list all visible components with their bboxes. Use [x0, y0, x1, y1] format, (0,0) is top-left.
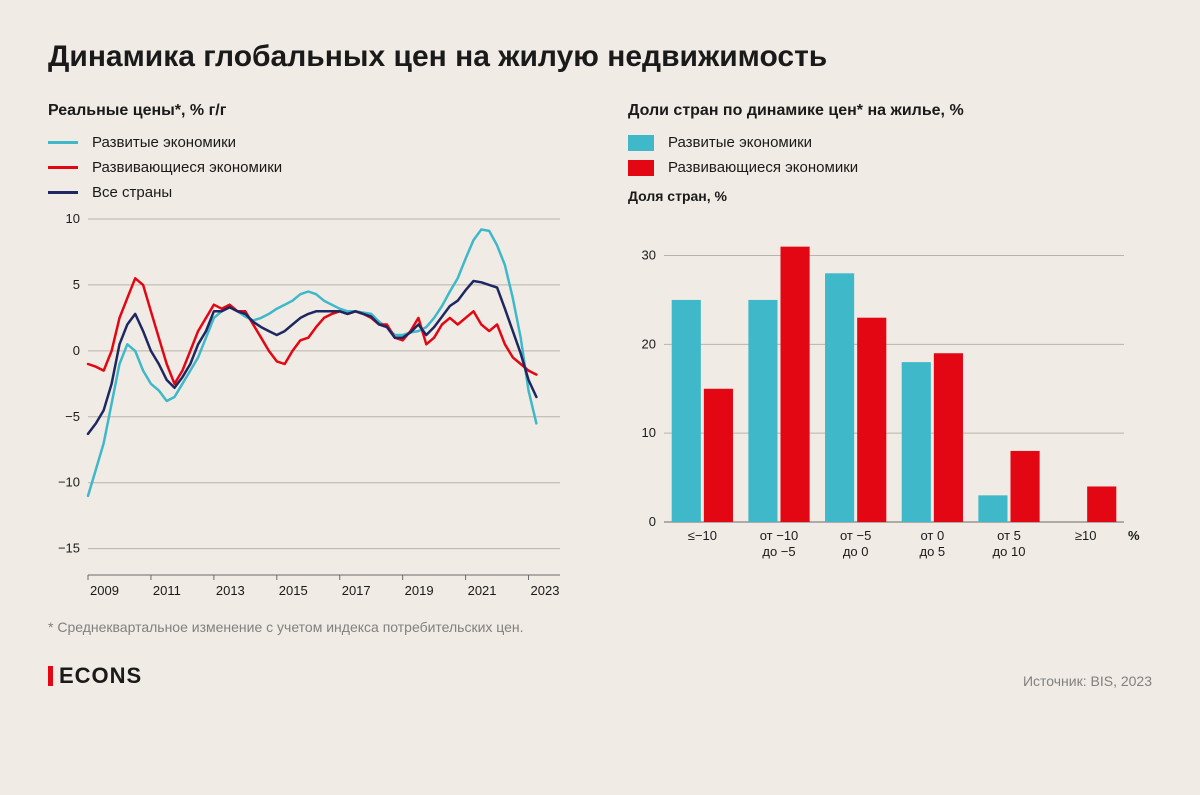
svg-text:2011: 2011: [153, 583, 181, 598]
legend-swatch: [48, 141, 78, 144]
svg-text:до 5: до 5: [919, 544, 945, 559]
logo-text: ECONS: [59, 663, 142, 689]
legend-label: Развитые экономики: [92, 134, 236, 151]
svg-text:20: 20: [642, 336, 656, 351]
svg-text:2009: 2009: [90, 583, 119, 598]
bar-chart: 0 10 20 30 ≤−10 от −10до −5 от −5до 0 от 0до 5 о…: [628, 210, 1148, 570]
svg-text:2013: 2013: [216, 583, 245, 598]
svg-text:10: 10: [66, 213, 80, 226]
legend-swatch: [48, 191, 78, 194]
charts-row: Реальные цены*, % г/г Развитые экономики…: [48, 102, 1152, 603]
svg-text:≥10: ≥10: [1075, 528, 1097, 543]
footnote: * Среднеквартальное изменение с учетом и…: [48, 619, 1152, 635]
legend-label: Развивающиеся экономики: [668, 159, 858, 176]
svg-text:2019: 2019: [405, 583, 434, 598]
legend-item: Развитые экономики: [48, 134, 572, 151]
logo: ECONS: [48, 663, 142, 689]
svg-text:0: 0: [649, 514, 656, 529]
legend-item: Развивающиеся экономики: [628, 159, 1152, 176]
line-chart: −15 −10 −5 0 5 10 2009 2011 2013 2015 2017 2019 2021…: [48, 213, 568, 603]
legend-swatch: [48, 166, 78, 169]
svg-text:30: 30: [642, 248, 656, 263]
legend-item: Развивающиеся экономики: [48, 159, 572, 176]
svg-text:от −10: от −10: [760, 528, 799, 543]
svg-text:%: %: [1128, 528, 1140, 543]
svg-text:−15: −15: [58, 541, 80, 556]
svg-text:2021: 2021: [468, 583, 497, 598]
main-title: Динамика глобальных цен на жилую недвижи…: [48, 40, 1152, 74]
svg-text:10: 10: [642, 425, 656, 440]
svg-text:от 5: от 5: [997, 528, 1021, 543]
svg-text:5: 5: [73, 277, 80, 292]
legend-item: Развитые экономики: [628, 134, 1152, 151]
logo-accent-bar: [48, 666, 53, 686]
bar-chart-block: Доли стран по динамике цен* на жилье, % …: [628, 102, 1152, 603]
svg-text:до 10: до 10: [993, 544, 1026, 559]
svg-text:до −5: до −5: [762, 544, 795, 559]
svg-text:от −5: от −5: [840, 528, 871, 543]
legend-label: Развивающиеся экономики: [92, 159, 282, 176]
svg-text:0: 0: [73, 343, 80, 358]
footer: ECONS Источник: BIS, 2023: [48, 663, 1152, 689]
svg-text:2017: 2017: [342, 583, 371, 598]
svg-text:2015: 2015: [279, 583, 308, 598]
svg-text:≤−10: ≤−10: [688, 528, 717, 543]
line-chart-legend: Развитые экономики Развивающиеся экономик…: [48, 134, 572, 201]
legend-swatch: [628, 160, 654, 176]
svg-text:−10: −10: [58, 475, 80, 490]
bar-chart-subtitle: Доли стран по динамике цен* на жилье, %: [628, 102, 1152, 120]
svg-text:2023: 2023: [531, 583, 560, 598]
legend-swatch: [628, 135, 654, 151]
bar-chart-axis-title: Доля стран, %: [628, 188, 1152, 204]
svg-text:−5: −5: [65, 409, 80, 424]
legend-label: Развитые экономики: [668, 134, 812, 151]
source-text: Источник: BIS, 2023: [1023, 673, 1152, 689]
svg-text:до 0: до 0: [843, 544, 869, 559]
legend-label: Все страны: [92, 184, 172, 201]
line-chart-subtitle: Реальные цены*, % г/г: [48, 102, 572, 120]
svg-text:от 0: от 0: [920, 528, 944, 543]
line-chart-block: Реальные цены*, % г/г Развитые экономики…: [48, 102, 572, 603]
legend-item: Все страны: [48, 184, 572, 201]
bar-chart-legend: Развитые экономики Развивающиеся экономик…: [628, 134, 1152, 176]
